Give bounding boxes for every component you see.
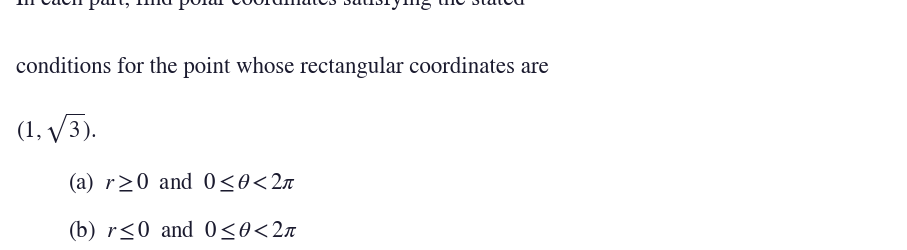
Text: conditions for the point whose rectangular coordinates are: conditions for the point whose rectangul… — [16, 56, 550, 78]
Text: (a)  $r \geq 0$  and  $0 \leq \theta < 2\pi$: (a) $r \geq 0$ and $0 \leq \theta < 2\pi… — [68, 170, 296, 194]
Text: In each part, find polar coordinates satisfying the stated: In each part, find polar coordinates sat… — [16, 0, 525, 10]
Text: (b)  $r \leq 0$  and  $0 \leq \theta < 2\pi$: (b) $r \leq 0$ and $0 \leq \theta < 2\pi… — [68, 218, 297, 242]
Text: $(1, \sqrt{3}).$: $(1, \sqrt{3}).$ — [16, 111, 96, 145]
